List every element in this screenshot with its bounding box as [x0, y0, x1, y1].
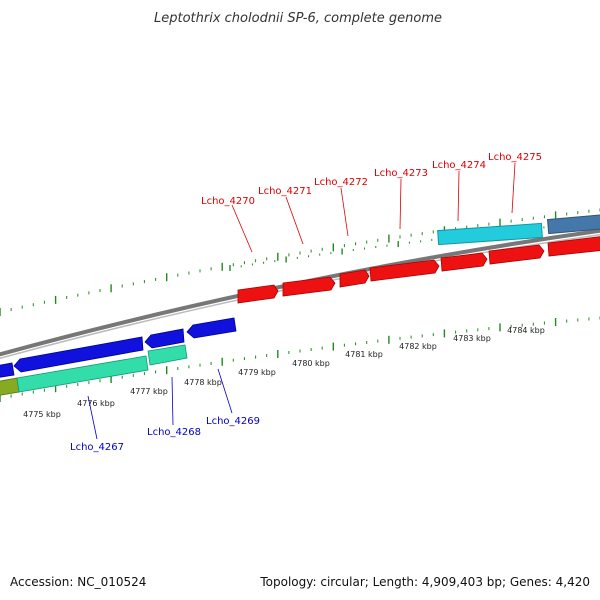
gene-lcho-4273[interactable]	[369, 259, 440, 282]
scale-label: 4780 kbp	[292, 359, 330, 368]
feature-block-mint-2[interactable]	[147, 344, 188, 366]
gene-label-lcho-4275[interactable]: Lcho_4275	[488, 152, 542, 163]
gene-label-lcho-4268[interactable]: Lcho_4268	[147, 427, 201, 438]
scale-labels: 4775 kbp 4776 kbp 4777 kbp 4778 kbp 4779…	[23, 326, 545, 419]
scale-label: 4777 kbp	[130, 387, 168, 396]
gene-lcho-4269-body[interactable]	[186, 317, 237, 339]
gene-label-lcho-4273[interactable]: Lcho_4273	[374, 168, 428, 179]
gene-label-lcho-4272[interactable]: Lcho_4272	[314, 177, 368, 188]
genome-backbone	[0, 228, 600, 360]
topology-info-text: Topology: circular; Length: 4,909,403 bp…	[259, 575, 590, 589]
scale-label: 4783 kbp	[453, 334, 491, 343]
outer-feature-track	[437, 213, 600, 246]
scale-label: 4784 kbp	[507, 326, 545, 335]
gene-lcho-4275[interactable]	[488, 244, 545, 265]
label-leader	[340, 187, 349, 237]
inner-feature-track	[0, 344, 188, 396]
gene-lcho-4271[interactable]	[282, 276, 336, 297]
label-leader	[171, 376, 174, 426]
feature-block-olive[interactable]	[0, 377, 20, 396]
gene-reverse-partial[interactable]	[0, 362, 15, 378]
gene-label-lcho-4271[interactable]: Lcho_4271	[258, 186, 312, 197]
label-leader	[87, 395, 98, 440]
label-leader	[457, 170, 460, 222]
feature-block-mint-1[interactable]	[16, 355, 149, 393]
gene-forward-partial[interactable]	[547, 236, 600, 257]
label-leader	[399, 178, 402, 230]
tick-row-outer	[0, 208, 600, 316]
label-leader	[217, 368, 233, 414]
scale-label: 4781 kbp	[345, 350, 383, 359]
gene-label-lcho-4274[interactable]: Lcho_4274	[432, 160, 486, 171]
gene-label-lcho-4269[interactable]: Lcho_4269	[206, 416, 260, 427]
gene-label-lcho-4267[interactable]: Lcho_4267	[70, 442, 124, 453]
accession-text: Accession: NC_010524	[10, 575, 146, 589]
label-leader	[285, 196, 304, 245]
gene-lcho-4272[interactable]	[339, 269, 370, 288]
scale-label: 4782 kbp	[399, 342, 437, 351]
gene-lcho-4270[interactable]	[237, 284, 279, 304]
gene-lcho-4267-body[interactable]	[13, 336, 144, 373]
reverse-gene-labels: Lcho_4267 Lcho_4268 Lcho_4269	[70, 368, 260, 453]
gene-lcho-4268-body[interactable]	[144, 328, 185, 349]
gene-lcho-4274[interactable]	[440, 252, 488, 272]
tick-row-scale	[0, 316, 600, 402]
forward-gene-labels: Lcho_4270 Lcho_4271 Lcho_4272 Lcho_4273 …	[201, 152, 542, 253]
map-title: Leptothrix cholodnii SP-6, complete geno…	[154, 11, 442, 26]
scale-label: 4776 kbp	[77, 399, 115, 408]
scale-label: 4778 kbp	[184, 378, 222, 387]
label-leader	[231, 204, 253, 253]
forward-gene-track	[237, 236, 600, 304]
feature-block-aqua[interactable]	[437, 222, 543, 246]
reverse-gene-track	[0, 317, 237, 378]
feature-block-steel[interactable]	[546, 213, 600, 235]
scale-label: 4775 kbp	[23, 410, 61, 419]
label-leader	[511, 162, 516, 214]
gene-label-lcho-4270[interactable]: Lcho_4270	[201, 196, 255, 207]
scale-label: 4779 kbp	[238, 368, 276, 377]
